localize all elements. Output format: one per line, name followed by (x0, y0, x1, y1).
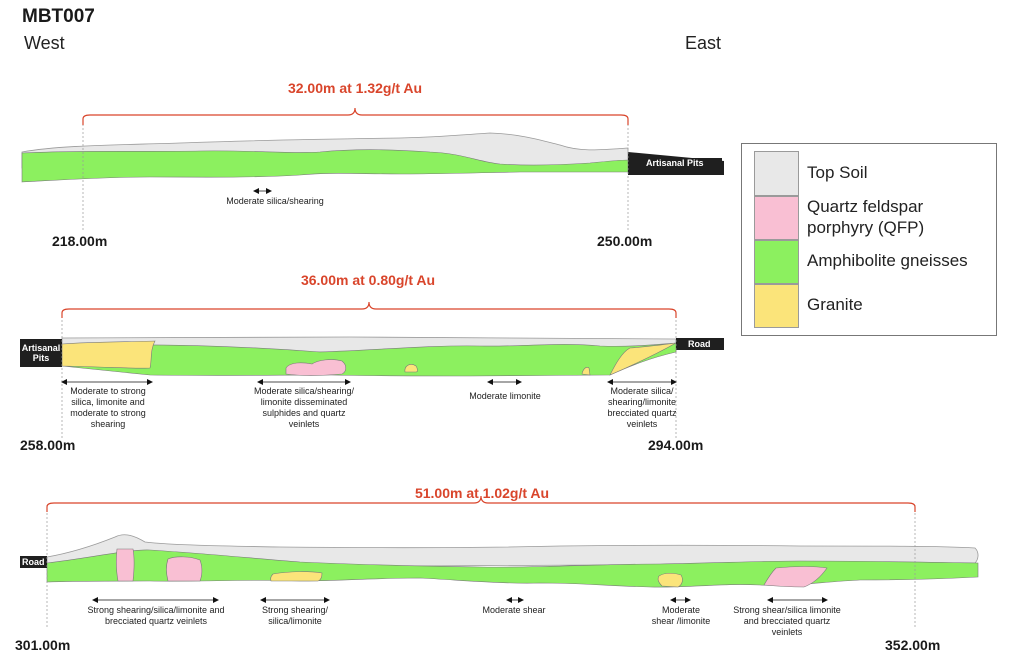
section-3-profile (20, 495, 979, 628)
note: Moderate silica/ shearing/limonite brecc… (607, 386, 677, 429)
granite-body (581, 367, 591, 376)
note: Moderate to strong silica, limonite and … (70, 386, 146, 429)
legend: Top Soil Quartz feldspar porphyry (QFP) … (741, 143, 997, 336)
qfp-body (166, 556, 203, 582)
depth-to-3: 352.00m (885, 637, 941, 653)
granite-body (657, 572, 683, 588)
note: Moderate shear /limonite (651, 605, 711, 626)
artisanal-pits-tag: Artisanal Pits (646, 158, 722, 168)
granite-body (404, 364, 418, 373)
legend-label-granite: Granite (807, 295, 863, 314)
topsoil-layer (46, 534, 979, 569)
note: Moderate silica/shearing (226, 196, 324, 206)
qfp-body (285, 359, 347, 376)
grade-label-1: 32.00m at 1.32g/t Au (287, 80, 423, 96)
grade-label-3: 51.00m at 1.02g/t Au (414, 485, 550, 501)
artisanal-pits-tag: Artisanal Pits (21, 343, 61, 363)
section-2-profile (20, 301, 724, 438)
grade-brace-3 (46, 495, 916, 512)
legend-swatch-amphibolite (754, 240, 799, 284)
note: Moderate limonite (469, 391, 541, 401)
page-title: MBT007 (22, 6, 95, 27)
legend-swatch-granite (754, 284, 799, 328)
east-label: East (685, 33, 722, 53)
depth-to-1: 250.00m (597, 233, 653, 249)
qfp-body (763, 566, 828, 588)
legend-label-topsoil: Top Soil (807, 163, 868, 182)
road-tag: Road (22, 557, 46, 567)
note: Moderate shear (482, 605, 546, 615)
granite-body (61, 340, 156, 369)
amphibolite-layer (21, 149, 629, 183)
note: Strong shearing/ silica/limonite (261, 605, 329, 626)
section-1-profile (21, 107, 724, 232)
granite-body (609, 342, 677, 376)
legend-swatch-qfp (754, 196, 799, 240)
road-tag: Road (688, 339, 718, 349)
depth-to-2: 294.00m (648, 437, 704, 453)
west-label: West (24, 33, 65, 53)
note: Strong shearing/silica/limonite and brec… (87, 605, 225, 626)
legend-swatch-topsoil (754, 151, 799, 196)
grade-brace-2 (61, 301, 677, 318)
qfp-body (116, 548, 135, 582)
legend-label-amphibolite: Amphibolite gneisses (807, 251, 968, 270)
note: Moderate silica/shearing/ limonite disse… (253, 386, 355, 429)
grade-brace-1 (82, 107, 629, 125)
legend-label-qfp: Quartz feldspar porphyry (QFP) (807, 197, 925, 237)
depth-from-3: 301.00m (15, 637, 71, 653)
grade-label-2: 36.00m at 0.80g/t Au (300, 272, 436, 288)
depth-from-1: 218.00m (52, 233, 108, 249)
note: Strong shear/silica limonite and breccia… (733, 605, 841, 637)
granite-body (270, 571, 323, 582)
depth-from-2: 258.00m (20, 437, 76, 453)
